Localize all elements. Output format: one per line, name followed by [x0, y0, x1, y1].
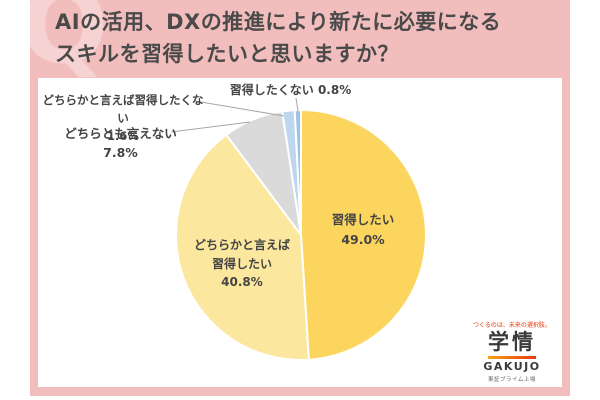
logo-slogan: つくるのは、未来の選択肢。	[473, 321, 551, 329]
pie-chart	[170, 97, 427, 361]
leader-line-rather-not-acquire	[194, 100, 285, 117]
callout-label-not-acquire: 習得したくない 0.8%	[218, 81, 363, 98]
question-watermark: Q	[30, 0, 109, 87]
logo-brand-latin: GAKUJO	[483, 359, 541, 373]
callout-text: どちらとも言えない	[64, 126, 177, 141]
chart-area: 習得したくない 0.8% どちらかと言えば習得したくない 1.6% どちらとも言…	[38, 78, 562, 387]
pie-slice-0	[300, 109, 427, 361]
leader-line-not-acquire	[295, 97, 299, 112]
callout-pct: 7.8%	[103, 145, 138, 160]
slice-text: 習得したい	[331, 212, 395, 227]
slice-pct: 40.8%	[221, 275, 263, 289]
pie-slices	[175, 109, 427, 361]
slice-pct: 49.0%	[341, 232, 385, 247]
card-frame: Q AIの活用、DXの推進により新たに必要になる スキルを習得したいと思いますか…	[30, 0, 570, 396]
leader-line-neutral	[170, 121, 251, 133]
pie-slice-1	[175, 133, 310, 361]
logo-brand-kanji: 学情	[488, 329, 536, 354]
gakujo-logo: つくるのは、未来の選択肢。 学情 GAKUJO 東証プライム上場	[468, 320, 556, 383]
callout-label-neutral: どちらとも言えない 7.8%	[48, 124, 193, 162]
title-line-1: AIの活用、DXの推進により新たに必要になる	[55, 10, 502, 34]
callout-text: どちらかと言えば習得したくない	[42, 93, 204, 125]
slice-text: どちらかと言えば	[193, 238, 290, 252]
slice-label-rather-acquire: どちらかと言えば 習得したい 40.8%	[182, 236, 302, 292]
slice-text: 習得したい	[211, 256, 272, 271]
logo-listing-text: 東証プライム上場	[488, 377, 536, 383]
callout-text: 習得したくない 0.8%	[229, 83, 352, 97]
slice-label-acquire: 習得したい 49.0%	[303, 210, 423, 250]
callout-label-rather-not-acquire: どちらかと言えば習得したくない 1.6%	[38, 91, 208, 145]
title-line-2: スキルを習得したいと思いますか？	[55, 42, 399, 66]
logo-gradient-bar	[488, 355, 536, 359]
callout-pct: 1.6%	[107, 129, 139, 143]
page-title: AIの活用、DXの推進により新たに必要になる スキルを習得したいと思いますか？	[55, 6, 501, 70]
